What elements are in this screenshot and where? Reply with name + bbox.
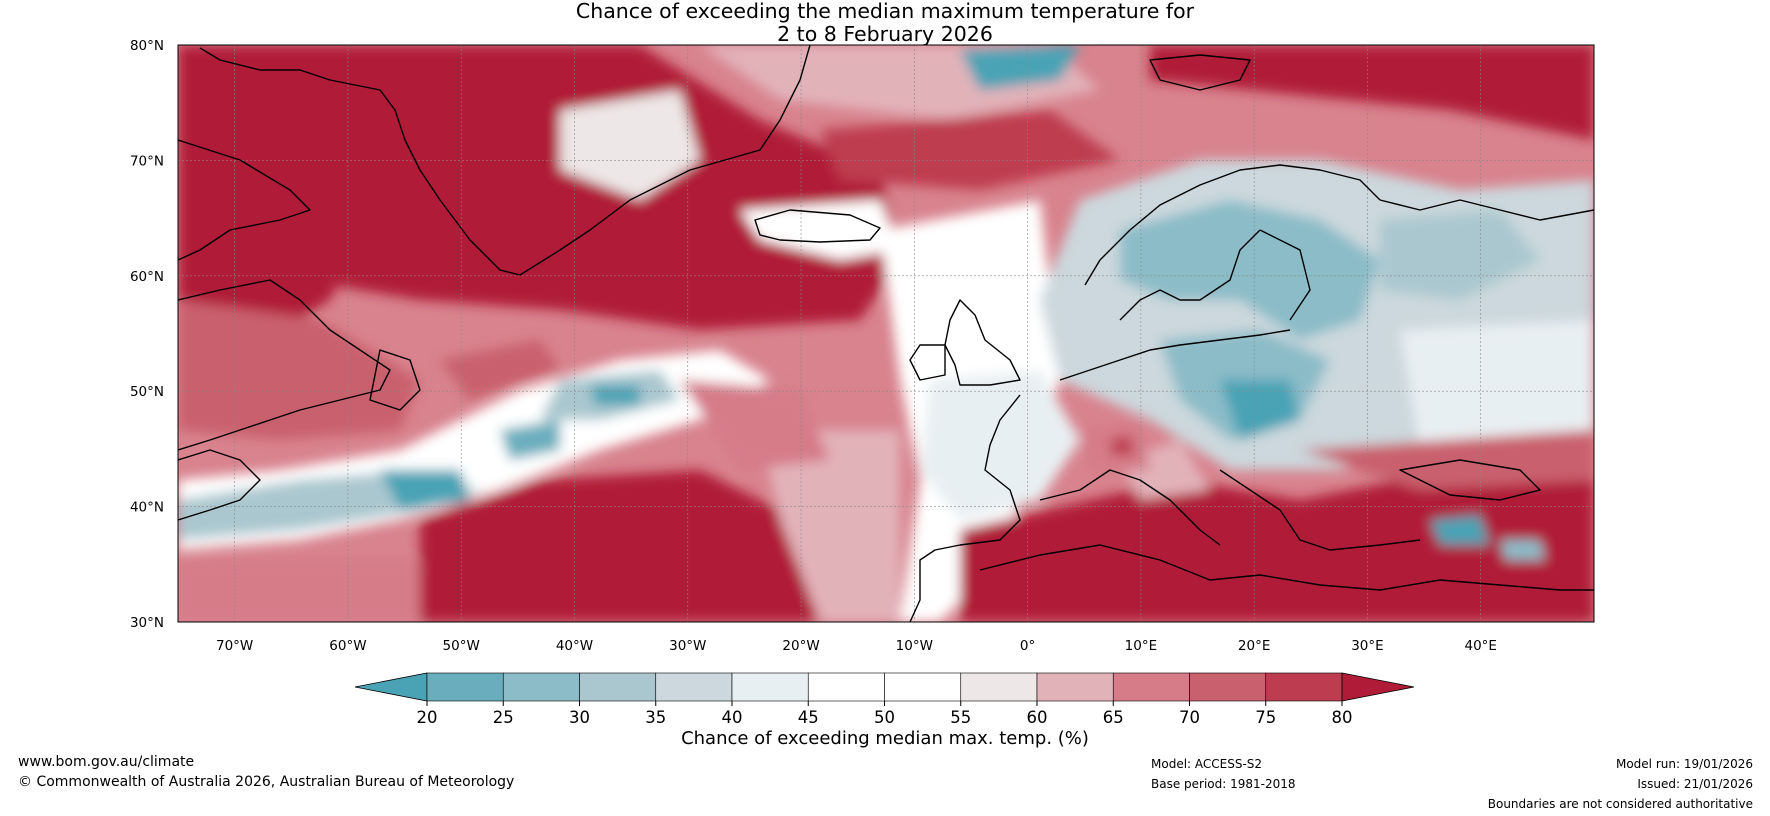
lon-label: 50°W xyxy=(443,638,480,654)
colorbar-tick-label: 70 xyxy=(1179,708,1200,727)
issued-date: Issued: 21/01/2026 xyxy=(1637,777,1753,791)
model-run-date: Model run: 19/01/2026 xyxy=(1615,757,1753,771)
colorbar-segment xyxy=(1036,672,1114,702)
colorbar-tick-label: 35 xyxy=(645,708,666,727)
colorbar-segment xyxy=(807,672,885,702)
colorbar-segment xyxy=(426,672,504,702)
colorbar-tick-label: 75 xyxy=(1255,708,1276,727)
latitude-labels: 80°N 70°N 60°N 50°N 40°N 30°N xyxy=(130,38,164,631)
colorbar-tick-label: 65 xyxy=(1103,708,1124,727)
lon-label: 40°W xyxy=(556,638,593,654)
colorbar-segment xyxy=(1189,672,1267,702)
colorbar-tick-label: 45 xyxy=(798,708,819,727)
map-title: Chance of exceeding the median maximum t… xyxy=(0,0,1770,46)
lon-label: 10°W xyxy=(896,638,933,654)
colorbar-tick-label: 30 xyxy=(569,708,590,727)
lon-label: 0° xyxy=(1020,638,1035,654)
lat-label: 30°N xyxy=(130,615,164,631)
colorbar-segment xyxy=(502,672,580,702)
lon-label: 20°E xyxy=(1238,638,1270,654)
colorbar-extend-high xyxy=(1341,672,1415,702)
lon-label: 30°W xyxy=(669,638,706,654)
coastlines xyxy=(178,45,1594,622)
colorbar-tick-label: 50 xyxy=(874,708,895,727)
lon-label: 10°E xyxy=(1125,638,1157,654)
lon-label: 30°E xyxy=(1351,638,1383,654)
map-title-line1: Chance of exceeding the median maximum t… xyxy=(575,0,1195,23)
model-name: Model: ACCESS-S2 xyxy=(1151,757,1263,771)
longitude-labels: 70°W 60°W 50°W 40°W 30°W 20°W 10°W 0° 10°E 20°E 30… xyxy=(216,638,1497,654)
base-period: Base period: 1981-2018 xyxy=(1151,777,1296,791)
lon-label: 40°E xyxy=(1464,638,1496,654)
map-frame xyxy=(177,44,1595,623)
probability-field xyxy=(178,45,1594,622)
lon-label: 60°W xyxy=(329,638,366,654)
lon-label: 20°W xyxy=(782,638,819,654)
colorbar-extend-low xyxy=(354,672,428,702)
colorbar-segment xyxy=(960,672,1038,702)
colorbar-segment xyxy=(1112,672,1190,702)
colorbar-title: Chance of exceeding median max. temp. (%… xyxy=(681,728,1089,749)
colorbar-tick-label: 40 xyxy=(722,708,743,727)
colorbar-tick-label: 80 xyxy=(1332,708,1353,727)
colorbar-tick-label: 20 xyxy=(417,708,438,727)
copyright-text: © Commonwealth of Australia 2026, Austra… xyxy=(18,774,515,790)
graticule xyxy=(178,45,1594,622)
colorbar-segment xyxy=(1265,672,1343,702)
colorbar-segment xyxy=(884,672,962,702)
colorbar-segment xyxy=(731,672,809,702)
lat-label: 50°N xyxy=(130,384,164,400)
lat-label: 70°N xyxy=(130,153,164,169)
colorbar-tick-label: 55 xyxy=(950,708,971,727)
map-title-line2: 2 to 8 February 2026 xyxy=(777,22,993,46)
colorbar-segment xyxy=(579,672,657,702)
colorbar: 20 25 30 35 40 45 50 55 60 65 70 75 80 xyxy=(354,672,1415,727)
lon-label: 70°W xyxy=(216,638,253,654)
colorbar-tick-label: 60 xyxy=(1027,708,1048,727)
colorbar-segment xyxy=(655,672,733,702)
colorbar-tick-label: 25 xyxy=(493,708,514,727)
lat-label: 60°N xyxy=(130,269,164,285)
website-link[interactable]: www.bom.gov.au/climate xyxy=(18,754,195,770)
lat-label: 40°N xyxy=(130,500,164,516)
lat-label: 80°N xyxy=(130,38,164,54)
boundary-disclaimer: Boundaries are not considered authoritat… xyxy=(1487,797,1753,811)
